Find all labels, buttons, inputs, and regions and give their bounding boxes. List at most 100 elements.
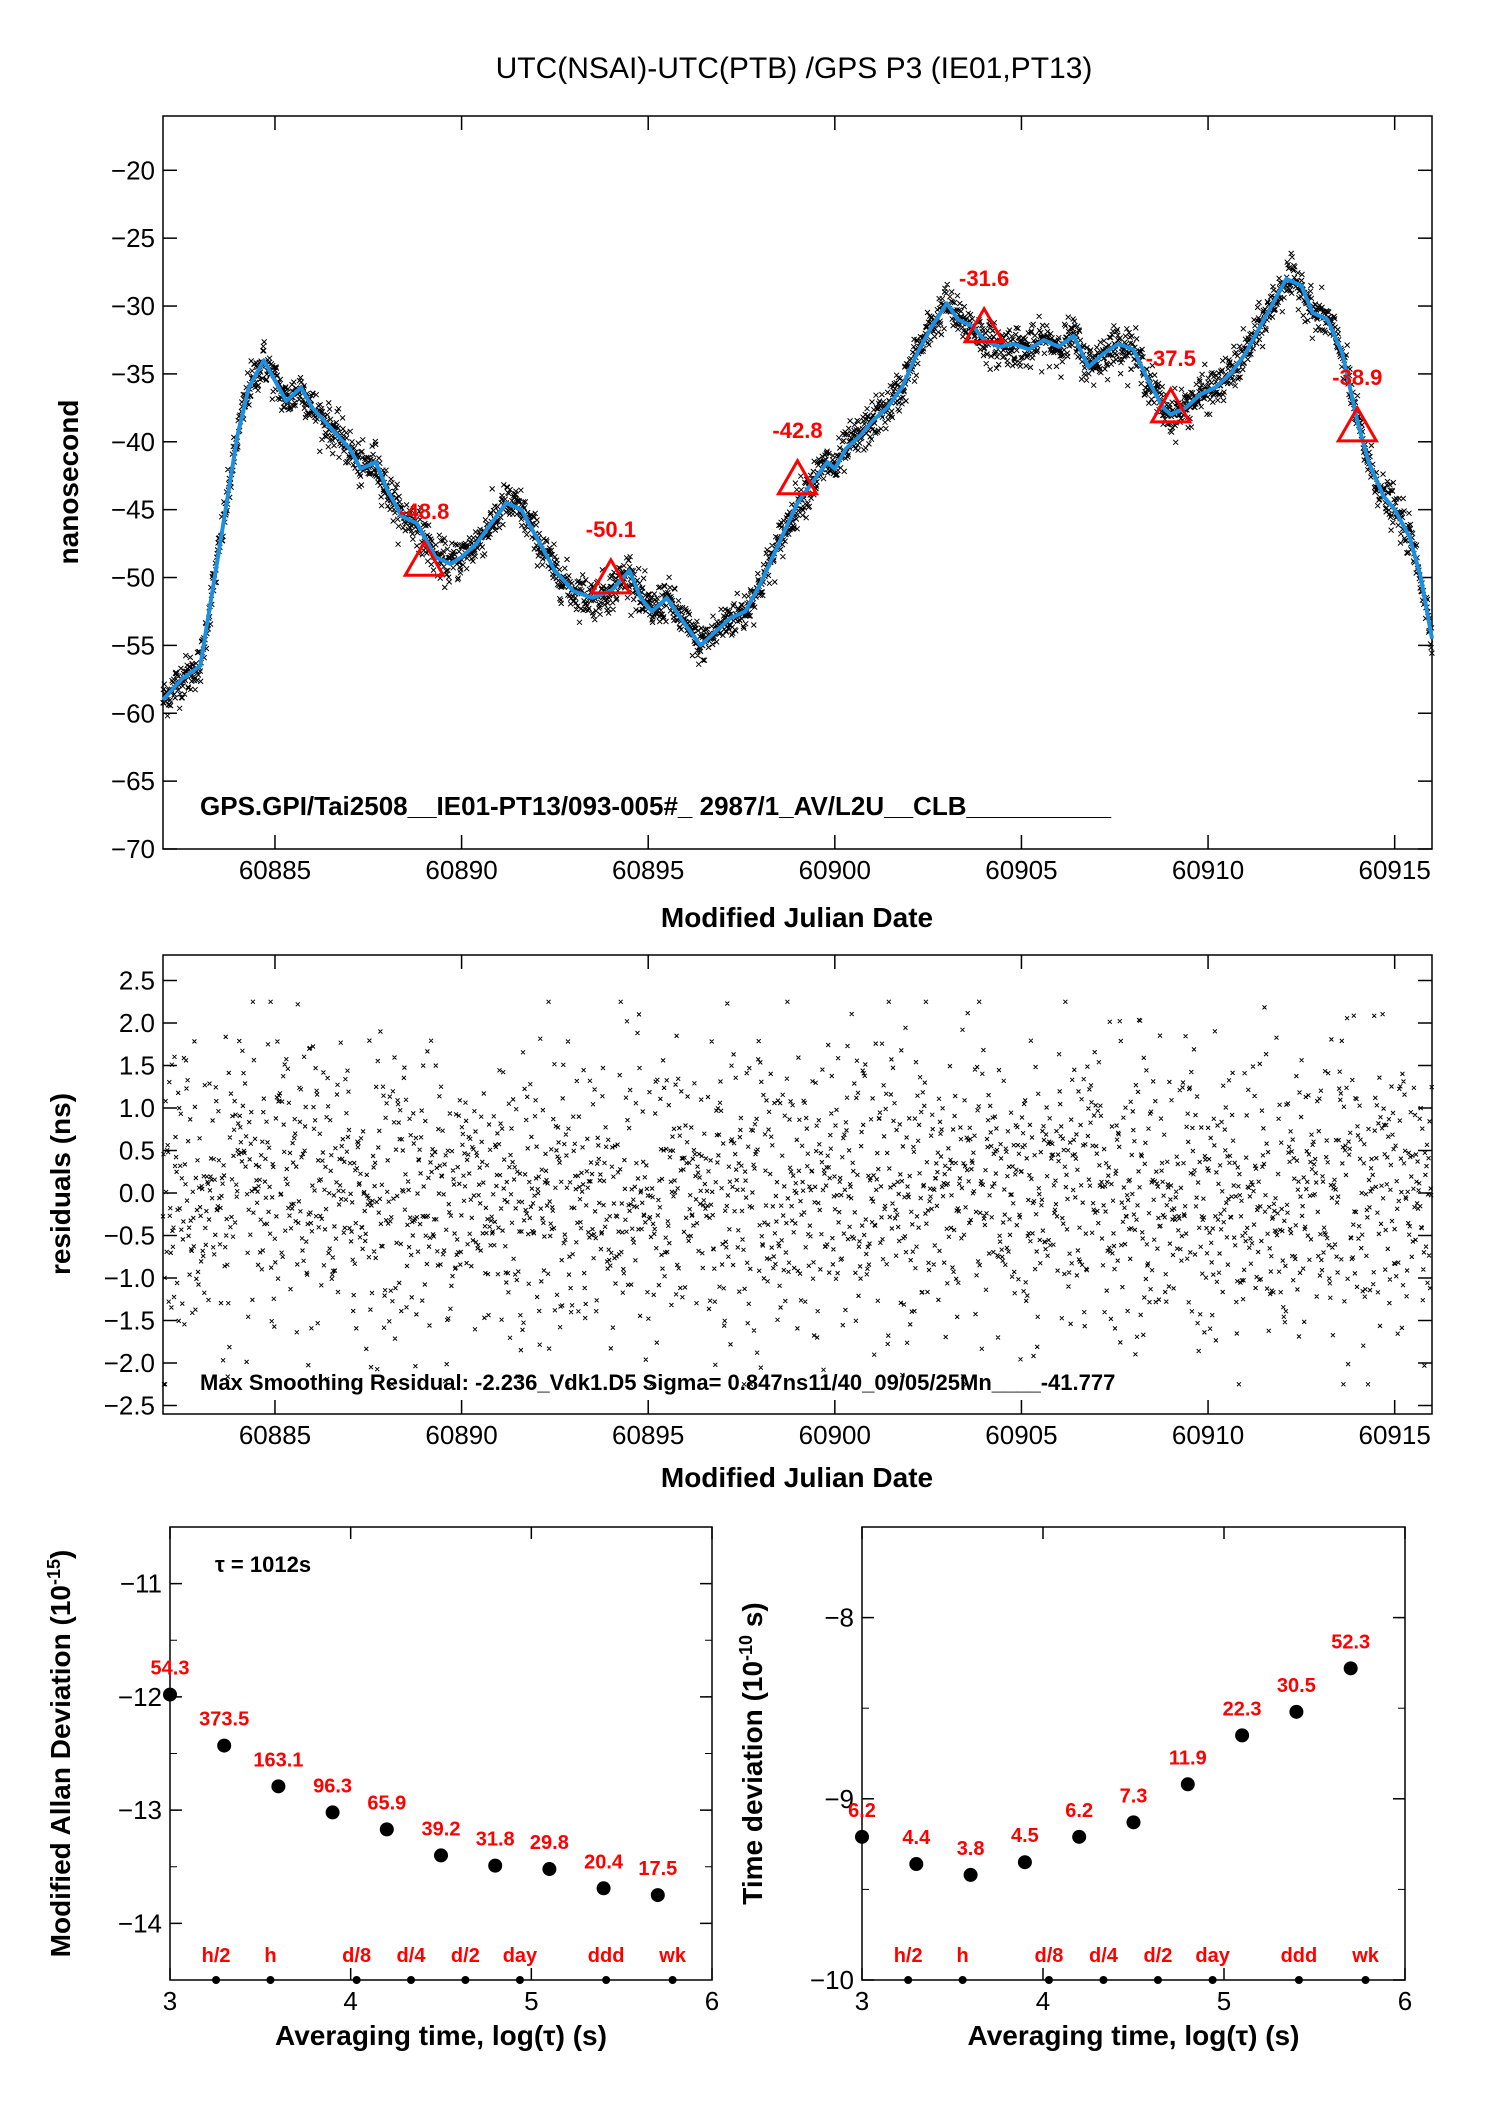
- tdev-point: [1180, 1777, 1195, 1792]
- ts-y-tick-label: −65: [111, 766, 155, 796]
- res-y-tick-label: −1.0: [104, 1263, 155, 1293]
- tdev-period-label: d/4: [1089, 1945, 1119, 1967]
- res-x-tick-label: 60890: [425, 1420, 497, 1450]
- res-x-tick-label: 60905: [985, 1420, 1057, 1450]
- ts-y-tick-label: −35: [111, 359, 155, 389]
- madev-period-label: d/8: [342, 1945, 371, 1967]
- res-y-tick-label: −1.5: [104, 1306, 155, 1336]
- tdev-x-tick-label: 5: [1217, 1986, 1231, 2016]
- madev-period-label: d/2: [451, 1945, 480, 1967]
- time-deviation-panel: 3 4 5 6 −8 −9 −10 6.2 4.4 3.8 4.5 6.2 7.3 11.9 22.3 30.…: [736, 1526, 1412, 2051]
- madev-point-label: 31.8: [476, 1829, 515, 1851]
- res-x-tick-label: 60915: [1359, 1420, 1431, 1450]
- tdev-x-tick-label: 4: [1036, 1986, 1050, 2016]
- tdev-x-tick-label: 3: [855, 1986, 869, 2016]
- ts-x-tick-label: 60905: [985, 855, 1057, 885]
- madev-x-tick-label: 3: [163, 1986, 177, 2016]
- res-y-tick-label: −2.5: [104, 1391, 155, 1421]
- madev-x-tick-label: 5: [524, 1986, 538, 2016]
- tdev-point: [855, 1829, 869, 1844]
- res-y-axis-title: residuals (ns): [45, 1093, 76, 1275]
- madev-point: [217, 1738, 232, 1753]
- madev-period-dot: [461, 1976, 470, 1984]
- madev-point-label: 96.3: [313, 1775, 352, 1797]
- tdev-x-axis-title: Averaging time, log(τ) (s): [968, 2020, 1300, 2051]
- tdev-y-axis-title: Time deviation (10-10 s): [736, 1602, 768, 1905]
- res-x-tick-label: 60885: [239, 1420, 311, 1450]
- madev-point: [434, 1848, 448, 1863]
- madev-point: [650, 1888, 665, 1903]
- madev-period-label: h/2: [202, 1945, 231, 1967]
- ts-x-tick-label: 60900: [799, 855, 871, 885]
- madev-period-dot: [352, 1976, 361, 1984]
- madev-point-label: 17.5: [638, 1858, 677, 1880]
- tdev-period-dot: [1361, 1976, 1370, 1984]
- ts-annotation: GPS.GPI/Tai2508__IE01-PT13/093-005#_ 298…: [200, 791, 1112, 821]
- madev-x-axis-title: Averaging time, log(τ) (s): [275, 2020, 607, 2051]
- madev-point: [163, 1687, 177, 1702]
- ts-marker-label: -38.9: [1332, 365, 1382, 390]
- madev-point-label: 163.1: [253, 1749, 303, 1771]
- res-y-tick-label: 0.5: [119, 1136, 155, 1166]
- ts-marker-triangle: [962, 305, 1006, 344]
- tdev-period-dot: [1208, 1976, 1217, 1984]
- tdev-frame: [861, 1526, 1406, 1981]
- ts-x-tick-label: 60885: [239, 855, 311, 885]
- madev-period-label: d/4: [397, 1945, 427, 1967]
- res-annotation: Max Smoothing Residual: -2.236_Vdk1.D5 S…: [200, 1370, 1115, 1395]
- ts-y-tick-label: −50: [111, 563, 155, 593]
- tdev-point-label: 22.3: [1223, 1698, 1262, 1720]
- res-y-tick-label: 1.0: [119, 1093, 155, 1123]
- madev-point: [325, 1805, 340, 1820]
- madev-period-label: ddd: [588, 1945, 625, 1967]
- tdev-point-label: 3.8: [957, 1838, 985, 1860]
- madev-point-label: 20.4: [584, 1851, 624, 1873]
- tdev-point: [1235, 1728, 1250, 1743]
- tdev-period-dot: [1099, 1976, 1108, 1984]
- madev-point: [379, 1822, 394, 1837]
- madev-period-dot: [212, 1976, 221, 1984]
- madev-point: [271, 1779, 286, 1794]
- residuals-panel: 60885 60890 60895 60900 60905 60910 60915 2.5 2.…: [45, 954, 1435, 1493]
- tdev-point: [1126, 1815, 1141, 1830]
- madev-point-label: 29.8: [530, 1832, 569, 1854]
- madev-point-label: 373.5: [199, 1709, 249, 1731]
- tdev-period-dot: [1153, 1976, 1162, 1984]
- ts-y-tick-label: −70: [111, 834, 155, 864]
- tdev-point-label: 4.4: [902, 1827, 931, 1849]
- tdev-point-label: 52.3: [1331, 1631, 1370, 1653]
- ts-y-tick-label: −40: [111, 427, 155, 457]
- tdev-y-tick-label: −9: [824, 1784, 854, 1814]
- madev-period-label: h: [264, 1945, 276, 1967]
- res-y-tick-label: −2.0: [104, 1348, 155, 1378]
- tdev-point: [1343, 1661, 1358, 1676]
- madev-point-label: 39.2: [422, 1818, 461, 1840]
- ts-y-tick-label: −60: [111, 698, 155, 728]
- res-frame: [162, 954, 1433, 1415]
- ts-y-tick-label: −30: [111, 291, 155, 321]
- ts-marker-triangle: [775, 457, 820, 496]
- tdev-point: [1072, 1829, 1087, 1844]
- madev-y-tick-label: −13: [118, 1795, 162, 1825]
- madev-tau-note: τ = 1012s: [215, 1552, 311, 1577]
- ts-marker-label: -42.8: [772, 418, 822, 443]
- tdev-point: [1017, 1855, 1032, 1870]
- tdev-period-dot: [1044, 1976, 1053, 1984]
- ts-raw-points: [160, 250, 1435, 719]
- madev-period-label: day: [503, 1945, 538, 1967]
- ts-y-tick-label: −20: [111, 155, 155, 185]
- res-x-tick-label: 60900: [799, 1420, 871, 1450]
- madev-y-tick-label: −14: [118, 1908, 162, 1938]
- tdev-period-label: h/2: [894, 1945, 923, 1967]
- madev-y-tick-label: −12: [118, 1682, 162, 1712]
- tdev-point-label: 6.2: [1065, 1800, 1093, 1822]
- madev-point: [596, 1881, 611, 1896]
- tdev-period-label: d/8: [1035, 1945, 1064, 1967]
- tdev-point-label: 6.2: [848, 1800, 876, 1822]
- res-y-tick-label: 0.0: [119, 1178, 155, 1208]
- res-y-tick-label: 1.5: [119, 1051, 155, 1081]
- ts-x-tick-label: 60910: [1172, 855, 1244, 885]
- madev-y-tick-label: −11: [120, 1569, 162, 1599]
- res-y-tick-label: −0.5: [104, 1221, 155, 1251]
